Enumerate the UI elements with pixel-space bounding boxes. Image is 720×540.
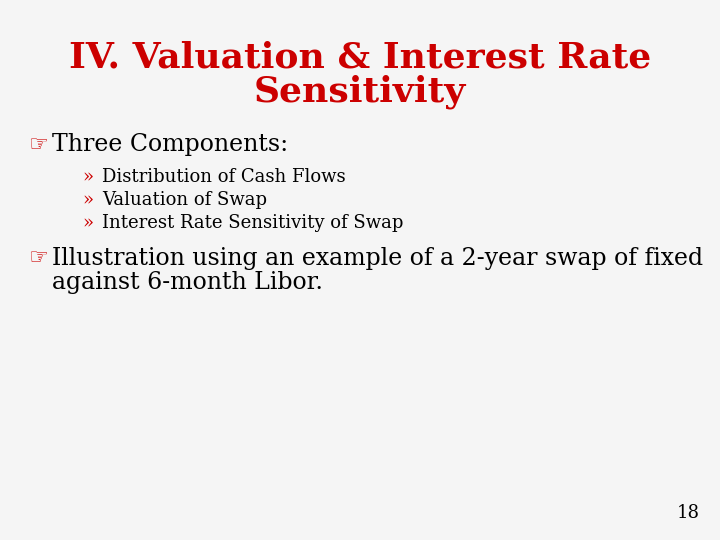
Text: 18: 18 — [677, 504, 700, 522]
Text: Valuation of Swap: Valuation of Swap — [102, 191, 267, 209]
Text: »: » — [82, 191, 93, 209]
Text: Illustration using an example of a 2-year swap of fixed: Illustration using an example of a 2-yea… — [52, 246, 703, 269]
Text: IV. Valuation & Interest Rate: IV. Valuation & Interest Rate — [69, 40, 651, 74]
Text: ☞: ☞ — [28, 135, 48, 155]
Text: »: » — [82, 214, 93, 232]
Text: »: » — [82, 168, 93, 186]
Text: Interest Rate Sensitivity of Swap: Interest Rate Sensitivity of Swap — [102, 214, 403, 232]
Text: Distribution of Cash Flows: Distribution of Cash Flows — [102, 168, 346, 186]
Text: Sensitivity: Sensitivity — [254, 75, 466, 109]
Text: Three Components:: Three Components: — [52, 133, 288, 157]
Text: ☞: ☞ — [28, 248, 48, 268]
Text: against 6-month Libor.: against 6-month Libor. — [52, 271, 323, 294]
